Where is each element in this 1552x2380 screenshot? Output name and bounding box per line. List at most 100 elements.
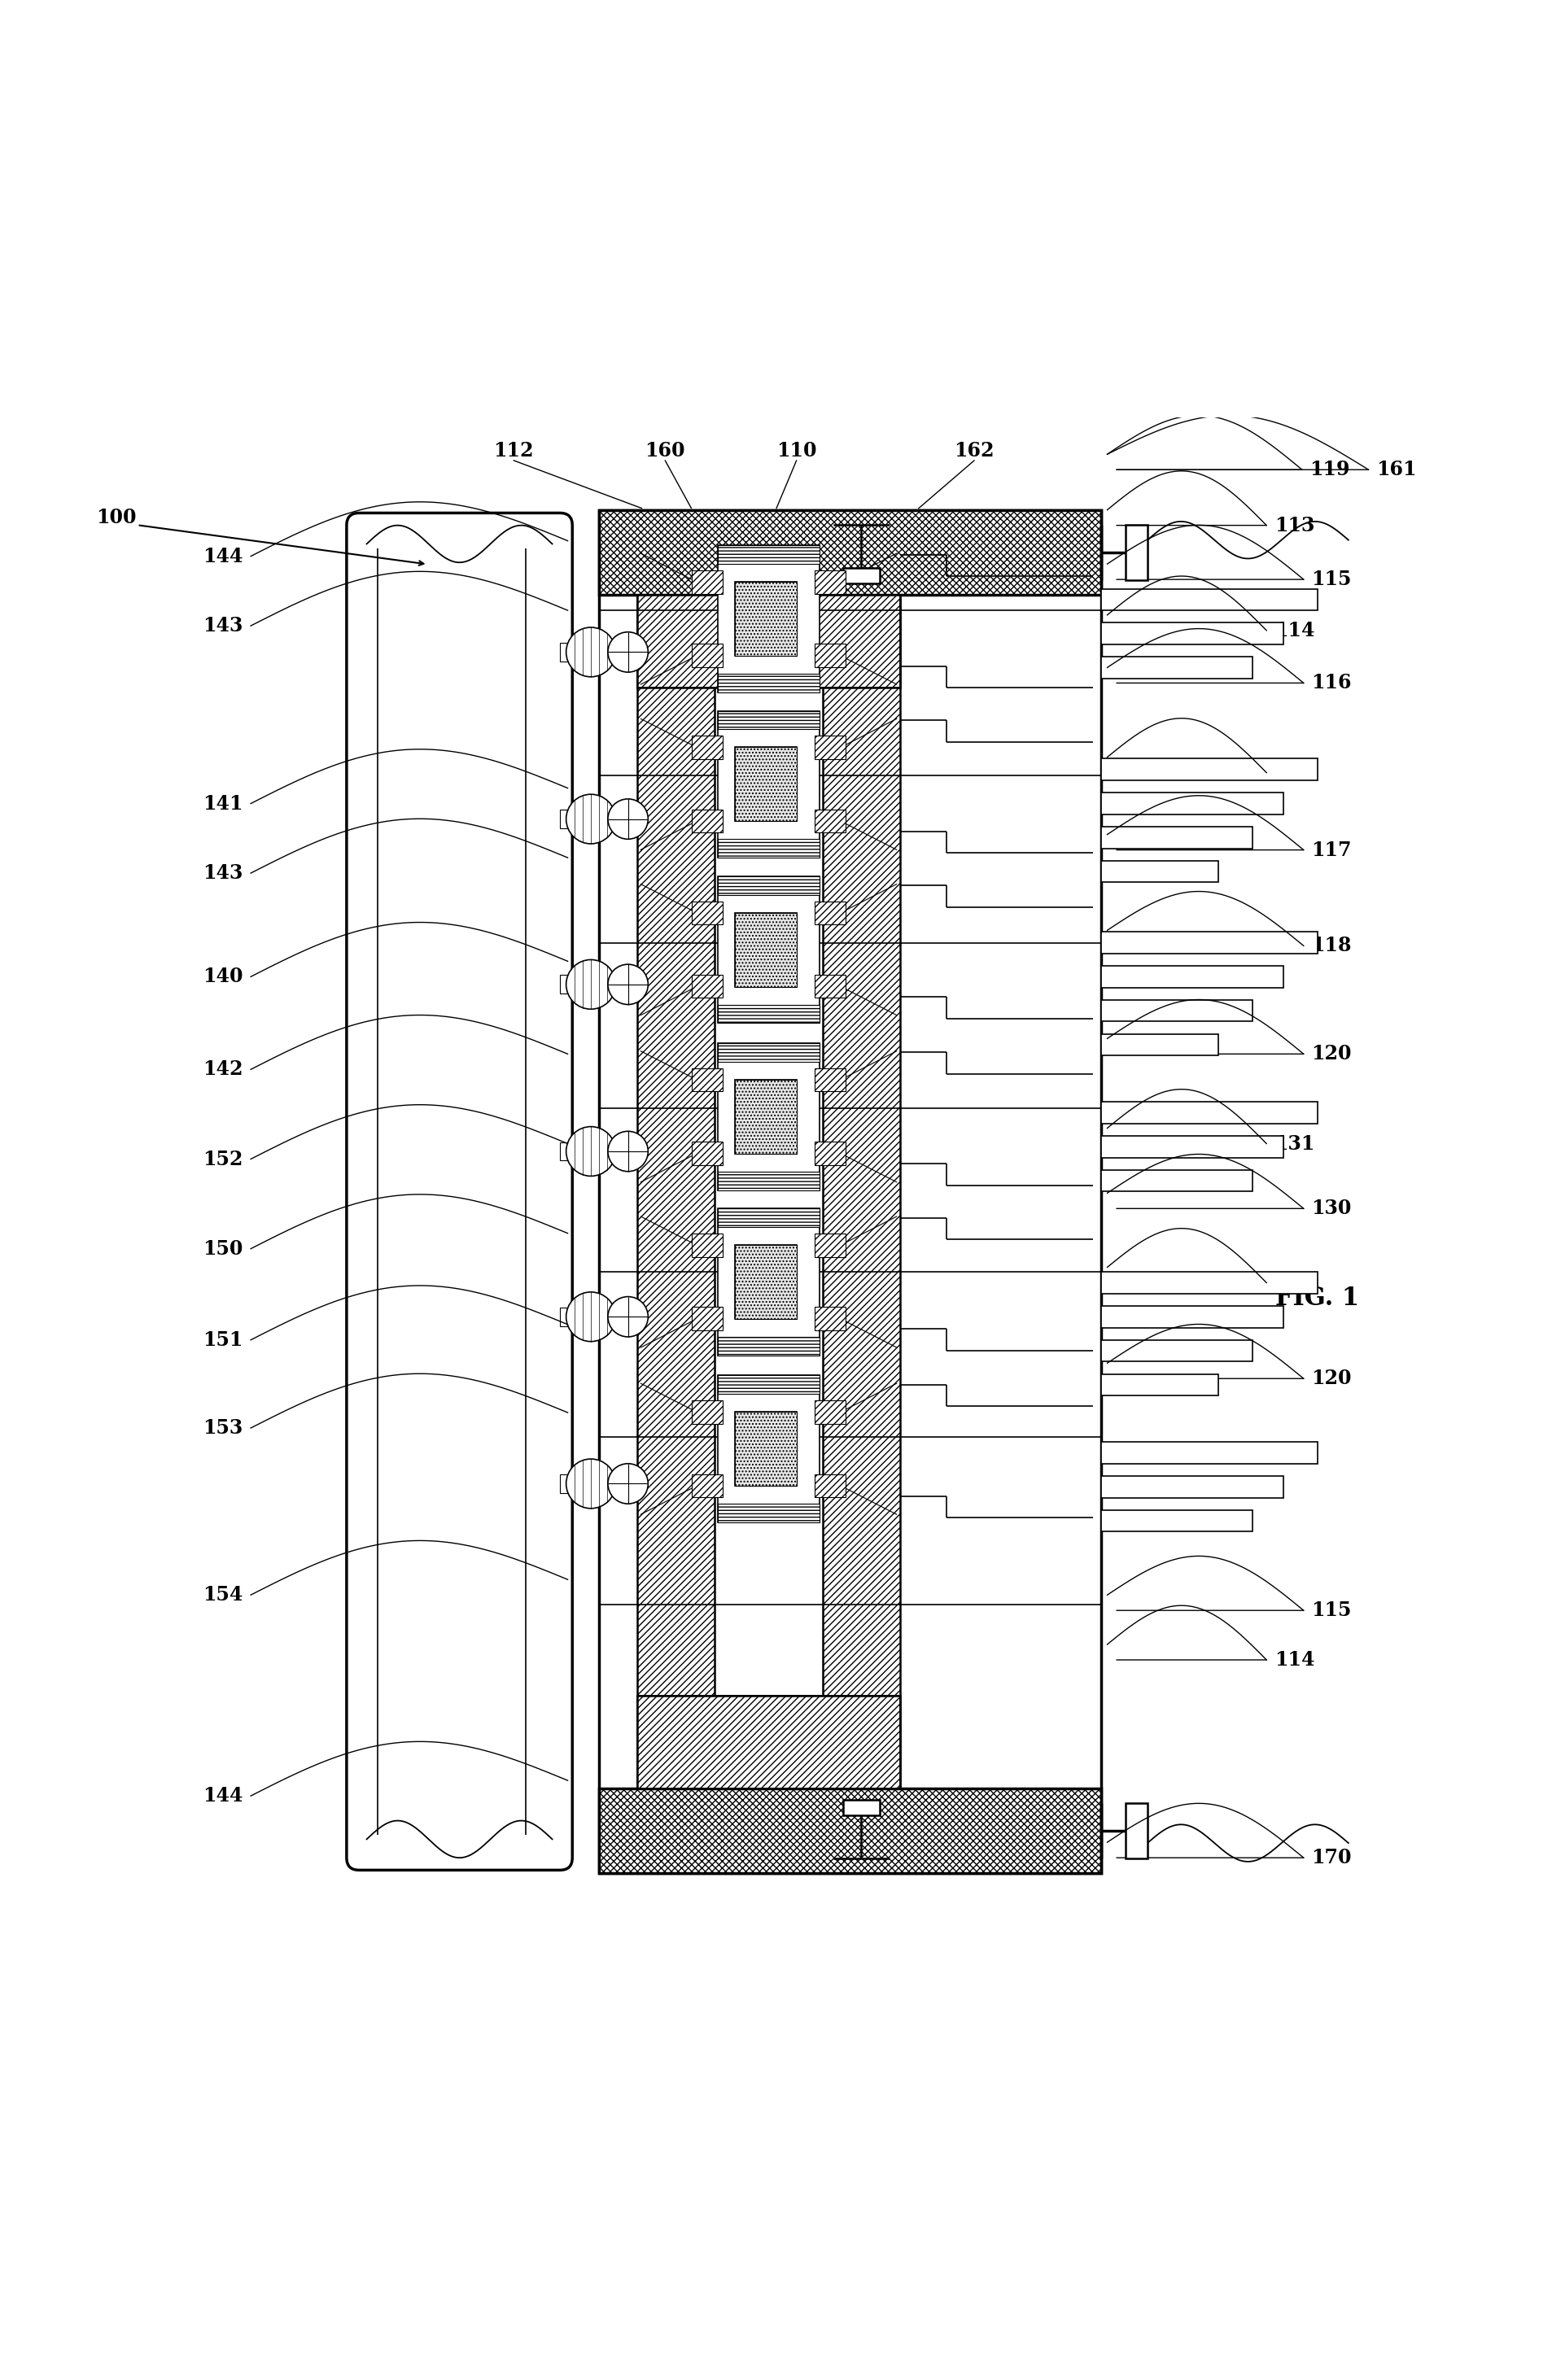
Bar xyxy=(1100,1442,1316,1464)
Bar xyxy=(717,712,819,857)
Bar xyxy=(1100,862,1218,883)
Bar xyxy=(691,645,722,666)
Text: 110: 110 xyxy=(776,440,816,462)
Bar xyxy=(717,545,819,564)
Bar xyxy=(1100,1171,1252,1192)
Bar xyxy=(717,1209,819,1228)
Text: 130: 130 xyxy=(1310,1200,1350,1219)
Circle shape xyxy=(607,1297,647,1338)
Circle shape xyxy=(607,1464,647,1504)
Circle shape xyxy=(607,1130,647,1171)
Bar xyxy=(1100,1373,1218,1395)
Bar xyxy=(815,1399,846,1423)
Bar xyxy=(1100,1000,1252,1021)
Circle shape xyxy=(607,964,647,1004)
Bar xyxy=(691,735,722,759)
Bar xyxy=(1100,966,1284,988)
Bar xyxy=(717,1376,819,1523)
Bar xyxy=(815,1142,846,1164)
Circle shape xyxy=(566,628,615,676)
Circle shape xyxy=(566,1126,615,1176)
Bar xyxy=(734,1245,796,1319)
Bar xyxy=(717,1209,819,1354)
Text: 143: 143 xyxy=(203,616,244,635)
Bar xyxy=(734,1411,796,1485)
Text: 143: 143 xyxy=(203,864,244,883)
Bar xyxy=(599,509,1100,595)
Bar xyxy=(1100,826,1252,847)
Bar xyxy=(1100,759,1316,781)
Text: 142: 142 xyxy=(203,1059,244,1078)
Circle shape xyxy=(607,633,647,671)
Bar xyxy=(843,569,880,583)
Bar xyxy=(717,545,819,693)
Bar xyxy=(717,840,819,857)
Bar xyxy=(734,581,796,657)
Bar xyxy=(691,1307,722,1330)
Bar xyxy=(734,581,796,657)
Text: 132: 132 xyxy=(1274,1273,1313,1292)
Bar xyxy=(599,1787,1100,1873)
Text: 116: 116 xyxy=(1310,674,1350,693)
Bar xyxy=(636,1695,900,1787)
Bar xyxy=(1100,1476,1284,1497)
Text: 100: 100 xyxy=(96,507,137,528)
Bar xyxy=(599,509,1100,595)
Bar xyxy=(691,1069,722,1092)
Bar xyxy=(815,902,846,923)
Bar xyxy=(636,1695,900,1787)
Circle shape xyxy=(566,1292,615,1342)
Bar xyxy=(560,809,599,828)
Bar xyxy=(691,1142,722,1164)
Bar xyxy=(815,976,846,997)
Bar xyxy=(1100,793,1284,814)
Bar xyxy=(1125,524,1147,581)
Bar xyxy=(717,1004,819,1023)
Bar xyxy=(636,595,714,1787)
Bar xyxy=(717,1171,819,1190)
Bar xyxy=(734,747,796,821)
Circle shape xyxy=(566,795,615,845)
Text: 161: 161 xyxy=(1375,459,1415,478)
Text: 144: 144 xyxy=(203,547,244,566)
Text: 113: 113 xyxy=(1274,516,1313,536)
Bar xyxy=(815,1307,846,1330)
Text: FIG. 1: FIG. 1 xyxy=(1274,1285,1358,1311)
Bar xyxy=(815,809,846,833)
Bar xyxy=(599,509,1100,1873)
Text: 118: 118 xyxy=(1310,935,1350,954)
Bar xyxy=(717,1338,819,1354)
Bar xyxy=(717,1376,819,1395)
Text: 115: 115 xyxy=(1310,569,1350,590)
Bar xyxy=(560,1476,599,1492)
Bar xyxy=(636,595,900,688)
Text: 117: 117 xyxy=(1310,840,1350,859)
Bar xyxy=(734,1081,796,1154)
Text: 114: 114 xyxy=(1274,1649,1315,1671)
Bar xyxy=(815,735,846,759)
Bar xyxy=(560,1142,599,1161)
Bar xyxy=(815,1473,846,1497)
Text: 131: 131 xyxy=(1274,1133,1313,1154)
Bar xyxy=(691,809,722,833)
Bar xyxy=(815,645,846,666)
Bar xyxy=(1100,1271,1316,1295)
Circle shape xyxy=(566,959,615,1009)
Bar xyxy=(1100,588,1316,609)
Bar xyxy=(734,1245,796,1319)
Bar xyxy=(691,902,722,923)
Bar xyxy=(717,876,819,895)
Bar xyxy=(815,1069,846,1092)
Bar xyxy=(691,976,722,997)
Bar xyxy=(560,976,599,995)
Text: 140: 140 xyxy=(203,966,244,985)
Bar xyxy=(734,912,796,988)
Bar xyxy=(691,1473,722,1497)
Bar xyxy=(560,1307,599,1326)
Bar xyxy=(717,674,819,693)
Bar xyxy=(734,1081,796,1154)
Bar xyxy=(815,1233,846,1257)
Bar xyxy=(823,595,900,1787)
Text: 141: 141 xyxy=(203,795,244,814)
Bar xyxy=(1100,1340,1252,1361)
